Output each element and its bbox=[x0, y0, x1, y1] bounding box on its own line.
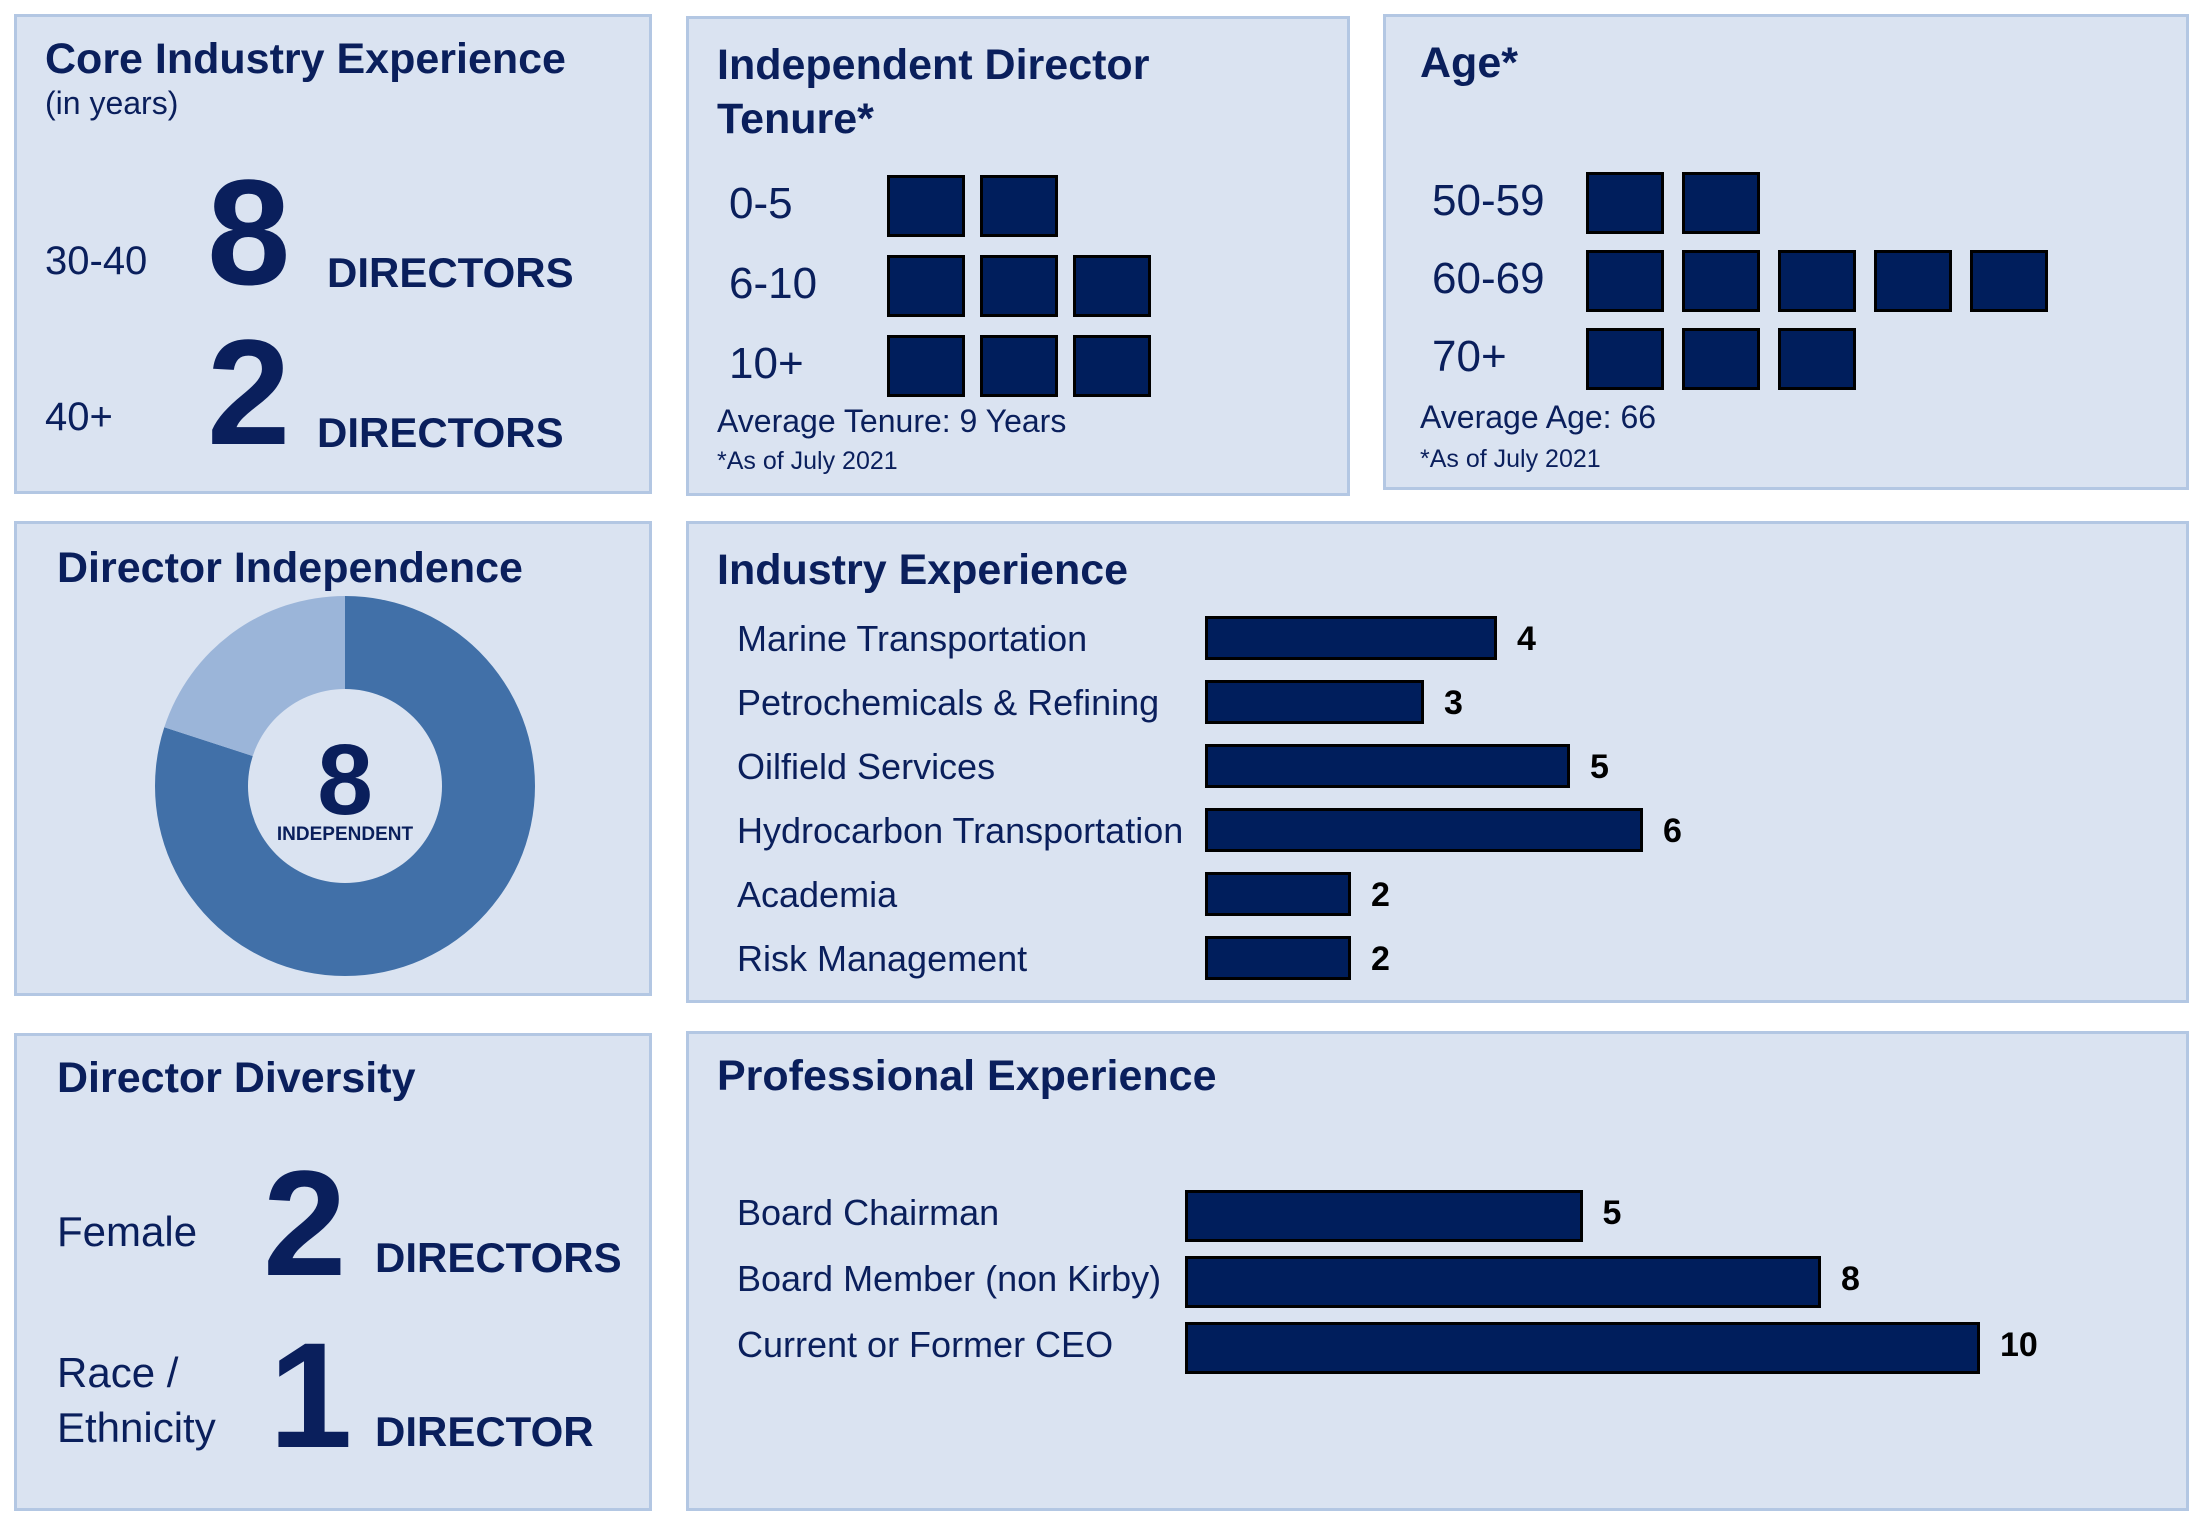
unit-row-label: 70+ bbox=[1432, 332, 1507, 381]
unit-square bbox=[1682, 250, 1760, 312]
diversity-label: Female bbox=[57, 1208, 198, 1255]
bar-value-label: 3 bbox=[1444, 684, 1463, 722]
unit-square bbox=[980, 335, 1058, 397]
diversity-label: Race / Ethnicity bbox=[57, 1346, 216, 1455]
bar bbox=[1185, 1190, 1583, 1242]
unit-square bbox=[980, 255, 1058, 317]
bar-value-label: 10 bbox=[2000, 1326, 2038, 1364]
tenure-average: Average Tenure: 9 Years bbox=[717, 403, 1067, 439]
unit-square bbox=[1778, 250, 1856, 312]
bar-category-label: Marine Transportation bbox=[737, 618, 1088, 659]
bar-category-label: Academia bbox=[737, 874, 898, 915]
bar-value-label: 2 bbox=[1371, 940, 1390, 978]
age-average: Average Age: 66 bbox=[1420, 399, 1657, 435]
bar-category-label: Current or Former CEO bbox=[737, 1324, 1114, 1365]
bar bbox=[1185, 1322, 1980, 1374]
bar-category-label: Board Member (non Kirby) bbox=[737, 1258, 1162, 1299]
unit-square bbox=[1778, 328, 1856, 390]
professional-title: Professional Experience bbox=[717, 1052, 1217, 1100]
diversity-label-line2: Ethnicity bbox=[57, 1403, 216, 1451]
diversity-unit: DIRECTORS bbox=[375, 1234, 622, 1281]
unit-square bbox=[980, 175, 1058, 237]
age-footnote: *As of July 2021 bbox=[1420, 445, 1601, 473]
professional-panel: Professional Experience Board Chairman 5 B… bbox=[686, 1031, 2189, 1511]
unit-square bbox=[1073, 335, 1151, 397]
industry-title: Industry Experience bbox=[717, 546, 1129, 594]
core-experience-title: Core Industry Experience bbox=[45, 35, 566, 83]
core-range-label: 40+ bbox=[45, 395, 113, 439]
unit-row-label: 0-5 bbox=[729, 179, 793, 228]
tenure-title: Independent Director Tenure* bbox=[717, 39, 1149, 147]
diversity-count: 2 bbox=[263, 1139, 347, 1307]
bar bbox=[1205, 936, 1351, 980]
core-unit: DIRECTORS bbox=[327, 249, 574, 296]
unit-row-label: 10+ bbox=[729, 339, 804, 388]
industry-panel: Industry Experience Marine Transportatio… bbox=[686, 521, 2189, 1003]
age-title: Age* bbox=[1420, 39, 1518, 87]
unit-square bbox=[887, 255, 965, 317]
bar-category-label: Risk Management bbox=[737, 938, 1028, 979]
bar-value-label: 5 bbox=[1590, 748, 1609, 786]
independence-panel: Director Independence 8 INDEPENDENT bbox=[14, 521, 652, 996]
bar-category-label: Petrochemicals & Refining bbox=[737, 682, 1160, 723]
unit-square bbox=[1874, 250, 1952, 312]
tenure-footnote: *As of July 2021 bbox=[717, 447, 898, 475]
bar bbox=[1205, 744, 1570, 788]
bar bbox=[1205, 616, 1497, 660]
bar-category-label: Board Chairman bbox=[737, 1192, 1000, 1233]
tenure-panel: Independent Director Tenure* 0-5 6-10 10+ … bbox=[686, 16, 1350, 496]
donut-center-label: INDEPENDENT bbox=[277, 824, 414, 845]
bar-value-label: 2 bbox=[1371, 876, 1390, 914]
unit-row-label: 60-69 bbox=[1432, 254, 1545, 303]
diversity-title: Director Diversity bbox=[57, 1054, 416, 1102]
unit-square bbox=[1073, 255, 1151, 317]
bar-value-label: 4 bbox=[1517, 620, 1536, 658]
bar bbox=[1185, 1256, 1821, 1308]
core-count: 8 bbox=[207, 148, 291, 316]
unit-square bbox=[1682, 328, 1760, 390]
unit-square bbox=[1586, 172, 1664, 234]
core-count: 2 bbox=[207, 308, 291, 476]
core-range-label: 30-40 bbox=[45, 239, 148, 283]
unit-square bbox=[887, 335, 965, 397]
unit-row-label: 6-10 bbox=[729, 259, 818, 308]
age-panel: Age* 50-59 60-69 70+ Average Age: 66 *As o… bbox=[1383, 14, 2189, 490]
unit-square bbox=[1586, 250, 1664, 312]
donut-hole bbox=[248, 689, 442, 883]
core-experience-subtitle: (in years) bbox=[45, 85, 179, 121]
unit-row-label: 50-59 bbox=[1432, 176, 1545, 225]
bar-category-label: Oilfield Services bbox=[737, 746, 996, 787]
bar-value-label: 6 bbox=[1663, 812, 1682, 850]
core-experience-panel: Core Industry Experience (in years) 30-4… bbox=[14, 14, 652, 494]
diversity-label-line1: Race / bbox=[57, 1349, 179, 1396]
bar-value-label: 5 bbox=[1602, 1194, 1622, 1232]
diversity-unit: DIRECTOR bbox=[375, 1408, 594, 1455]
bar bbox=[1205, 872, 1351, 916]
unit-square bbox=[1586, 328, 1664, 390]
unit-square bbox=[1970, 250, 2048, 312]
unit-square bbox=[1682, 172, 1760, 234]
diversity-panel: Director Diversity Female 2 DIRECTORS Ra… bbox=[14, 1033, 652, 1511]
tenure-title-line1: Independent Director bbox=[717, 41, 1150, 89]
independence-title: Director Independence bbox=[57, 544, 523, 592]
donut-center-value: 8 bbox=[317, 724, 373, 836]
bar-value-label: 8 bbox=[1841, 1260, 1860, 1298]
tenure-title-line2: Tenure* bbox=[717, 94, 874, 143]
bar bbox=[1205, 808, 1643, 852]
diversity-count: 1 bbox=[269, 1311, 353, 1479]
unit-square bbox=[887, 175, 965, 237]
core-unit: DIRECTORS bbox=[317, 409, 564, 456]
bar bbox=[1205, 680, 1424, 724]
bar-category-label: Hydrocarbon Transportation bbox=[737, 810, 1184, 851]
